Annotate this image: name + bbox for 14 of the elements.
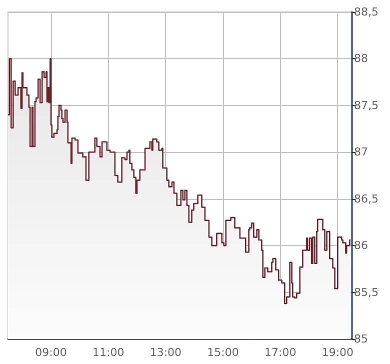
x-tick-label: 19:00 [322,346,354,359]
y-tick-label: 88 [354,52,368,66]
y-tick-label: 86 [354,239,368,252]
x-tick-label: 09:00 [35,346,67,359]
x-tick-label: 11:00 [92,346,124,359]
x-tick-label: 15:00 [207,346,239,359]
y-tick-label: 87 [354,146,368,159]
y-tick-label: 88,5 [354,6,378,18]
y-tick-label: 85,5 [354,286,378,299]
y-tick-label: 85 [354,332,368,346]
x-tick-label: 13:00 [150,346,182,359]
y-tick-label: 87,5 [354,98,378,112]
y-tick-label: 86,5 [354,192,378,206]
x-tick-label: 17:00 [264,346,296,359]
